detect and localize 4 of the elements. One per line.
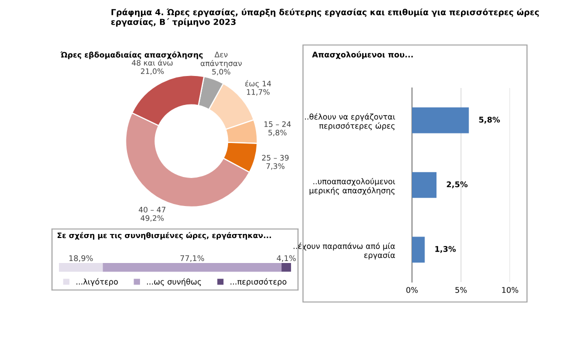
bar — [412, 172, 436, 198]
text: Γράφημα 4. Ώρες εργασίας, ύπαρξη δεύτερης εργασίας και επιθυμία για περισσότερες ώρες εργασίας, Β΄ τρίμηνο 2023 — [111, 8, 539, 27]
bar — [412, 236, 425, 263]
bar — [412, 107, 469, 134]
